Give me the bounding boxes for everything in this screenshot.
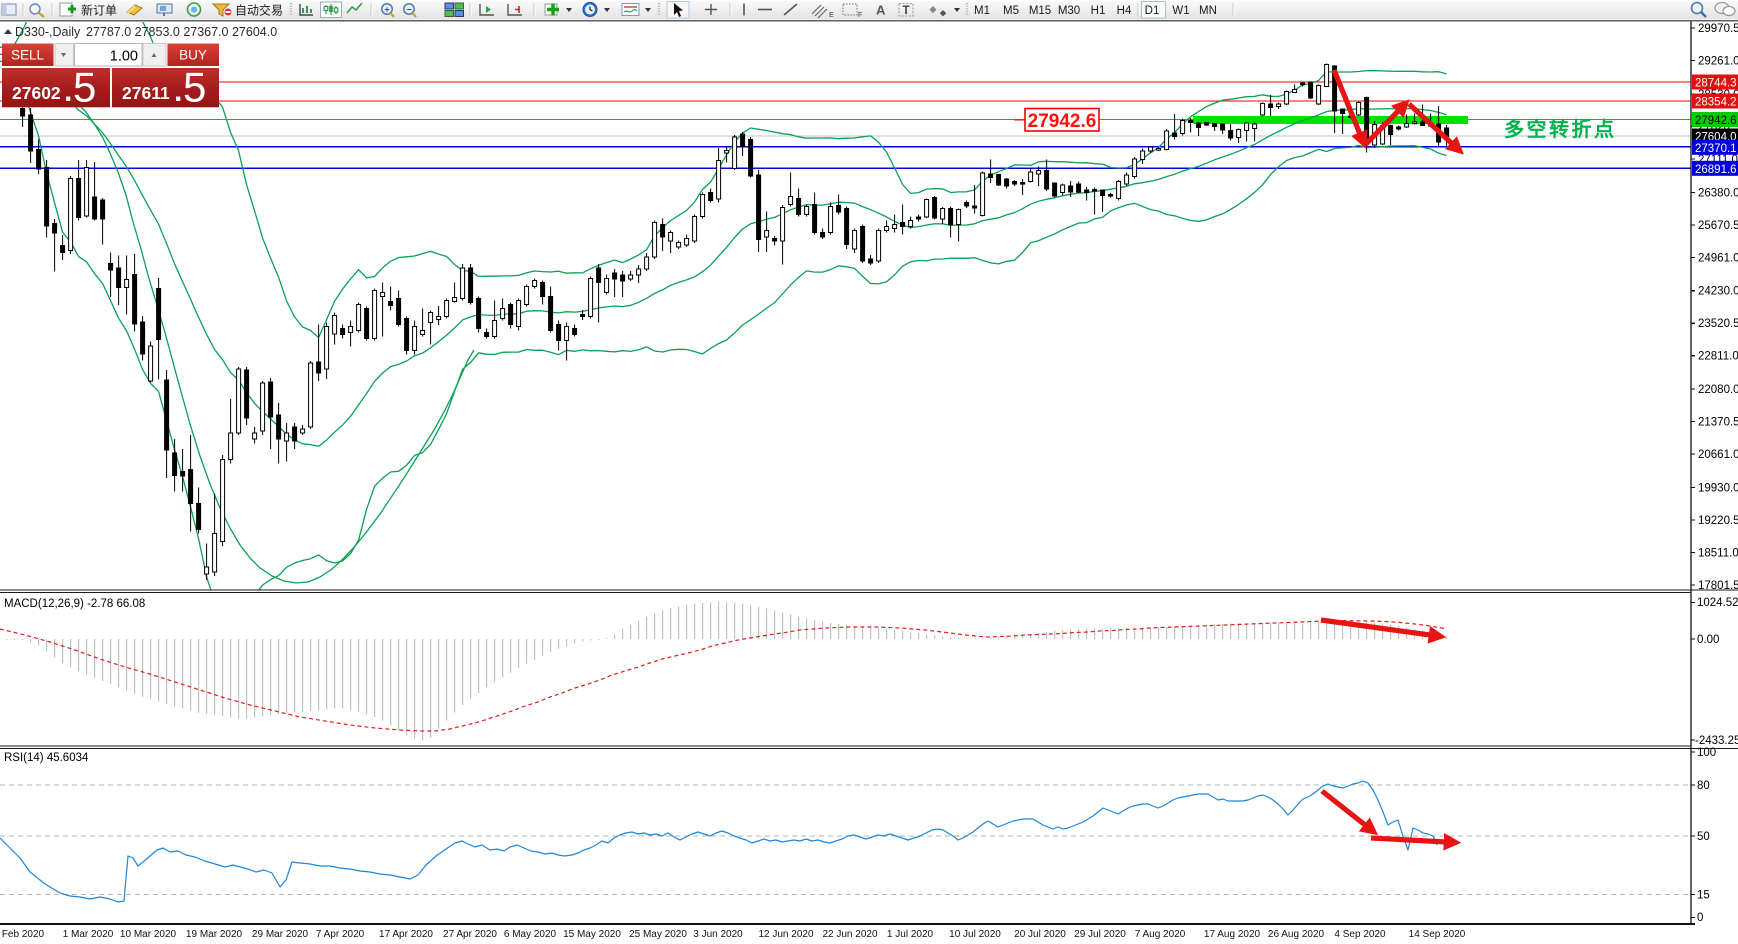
svg-text:7 Apr 2020: 7 Apr 2020	[316, 929, 365, 940]
svg-text:22 Jun 2020: 22 Jun 2020	[822, 929, 877, 940]
svg-text:27611: 27611	[122, 83, 170, 103]
svg-text:M15: M15	[1029, 5, 1051, 17]
svg-text:T: T	[902, 5, 909, 17]
svg-text:F: F	[858, 12, 862, 19]
svg-text:17 Aug 2020: 17 Aug 2020	[1204, 929, 1261, 940]
svg-text:SELL: SELL	[11, 48, 45, 63]
svg-text:21370.5: 21370.5	[1698, 417, 1738, 429]
svg-text:29970.5: 29970.5	[1698, 23, 1738, 35]
svg-text:20 Jul 2020: 20 Jul 2020	[1014, 929, 1066, 940]
svg-text:1024.52: 1024.52	[1697, 597, 1738, 609]
svg-text:E: E	[829, 12, 834, 19]
svg-text:0.00: 0.00	[1697, 634, 1719, 646]
svg-text:29 Jul 2020: 29 Jul 2020	[1074, 929, 1126, 940]
svg-text:+: +	[384, 5, 390, 16]
svg-text:12 Jun 2020: 12 Jun 2020	[758, 929, 813, 940]
svg-text:M30: M30	[1058, 5, 1080, 17]
svg-text:19220.5: 19220.5	[1698, 515, 1738, 527]
svg-text:自动交易: 自动交易	[235, 3, 283, 18]
svg-text:H4: H4	[1117, 5, 1132, 17]
svg-text:26891.6: 26891.6	[1695, 164, 1737, 176]
svg-text:.: .	[174, 75, 182, 108]
svg-text:W1: W1	[1172, 5, 1189, 17]
svg-text:H1: H1	[1091, 5, 1106, 17]
svg-text:D330-,Daily: D330-,Daily	[15, 25, 81, 39]
svg-text:1.00: 1.00	[110, 49, 138, 65]
svg-text:24230.0: 24230.0	[1698, 286, 1738, 298]
svg-text:19 Mar 2020: 19 Mar 2020	[186, 929, 243, 940]
svg-text:19930.0: 19930.0	[1698, 483, 1738, 495]
svg-text:1 Jul 2020: 1 Jul 2020	[887, 929, 934, 940]
svg-text:1 Mar 2020: 1 Mar 2020	[63, 929, 114, 940]
svg-text:23520.5: 23520.5	[1698, 318, 1738, 330]
svg-text:多空转折点: 多空转折点	[1504, 117, 1617, 141]
svg-text:20661.0: 20661.0	[1698, 449, 1738, 461]
svg-text:27 Apr 2020: 27 Apr 2020	[443, 929, 497, 940]
svg-text:10 Jul 2020: 10 Jul 2020	[949, 929, 1001, 940]
svg-text:22811.0: 22811.0	[1698, 351, 1738, 363]
svg-text:M5: M5	[1003, 5, 1019, 17]
svg-text:22080.0: 22080.0	[1698, 384, 1738, 396]
svg-text:7 Aug 2020: 7 Aug 2020	[1135, 929, 1186, 940]
svg-text:29 Mar 2020: 29 Mar 2020	[252, 929, 309, 940]
svg-text:MN: MN	[1199, 5, 1217, 17]
svg-text:RSI(14) 45.6034: RSI(14) 45.6034	[4, 752, 89, 764]
svg-text:-2433.25: -2433.25	[1695, 735, 1738, 747]
svg-text:14 Sep 2020: 14 Sep 2020	[1409, 929, 1466, 940]
svg-text:27602: 27602	[12, 83, 61, 103]
svg-text:0: 0	[1697, 912, 1703, 924]
svg-text:27370.1: 27370.1	[1695, 143, 1737, 155]
svg-text:6 May 2020: 6 May 2020	[504, 929, 557, 940]
svg-text:50: 50	[1697, 831, 1710, 843]
svg-text:100: 100	[1697, 747, 1716, 759]
svg-text:新订单: 新订单	[81, 3, 117, 18]
svg-text:80: 80	[1697, 780, 1710, 792]
svg-text:17 Apr 2020: 17 Apr 2020	[379, 929, 433, 940]
svg-text:20 Feb 2020: 20 Feb 2020	[0, 929, 45, 940]
svg-text:15 May 2020: 15 May 2020	[563, 929, 621, 940]
svg-text:−: −	[406, 5, 412, 16]
svg-text:BUY: BUY	[179, 48, 207, 63]
svg-text:18511.0: 18511.0	[1698, 547, 1738, 559]
svg-text:28354.2: 28354.2	[1695, 97, 1737, 109]
svg-text:.: .	[64, 75, 72, 108]
svg-text:4 Sep 2020: 4 Sep 2020	[1334, 929, 1386, 940]
svg-text:26 Aug 2020: 26 Aug 2020	[1268, 929, 1325, 940]
svg-text:27942.6: 27942.6	[1028, 111, 1097, 132]
svg-text:27787.0 27853.0 27367.0 27604.: 27787.0 27853.0 27367.0 27604.0	[86, 25, 277, 39]
svg-text:26380.0: 26380.0	[1698, 187, 1738, 199]
svg-text:5: 5	[73, 64, 96, 111]
svg-text:15: 15	[1697, 890, 1710, 902]
svg-text:25670.5: 25670.5	[1698, 220, 1738, 232]
svg-text:3 Jun 2020: 3 Jun 2020	[693, 929, 743, 940]
svg-text:17801.5: 17801.5	[1698, 580, 1738, 592]
svg-text:D1: D1	[1145, 5, 1160, 17]
svg-text:25 May 2020: 25 May 2020	[629, 929, 687, 940]
svg-text:5: 5	[183, 64, 206, 111]
svg-text:MACD(12,26,9) -2.78 66.08: MACD(12,26,9) -2.78 66.08	[4, 598, 145, 610]
svg-text:28744.3: 28744.3	[1695, 78, 1737, 90]
svg-text:27942.6: 27942.6	[1695, 115, 1737, 127]
svg-text:29261.0: 29261.0	[1698, 56, 1738, 68]
svg-text:24961.0: 24961.0	[1698, 252, 1738, 264]
svg-text:10 Mar 2020: 10 Mar 2020	[120, 929, 177, 940]
svg-text:A: A	[876, 3, 886, 18]
svg-text:M1: M1	[974, 5, 990, 17]
